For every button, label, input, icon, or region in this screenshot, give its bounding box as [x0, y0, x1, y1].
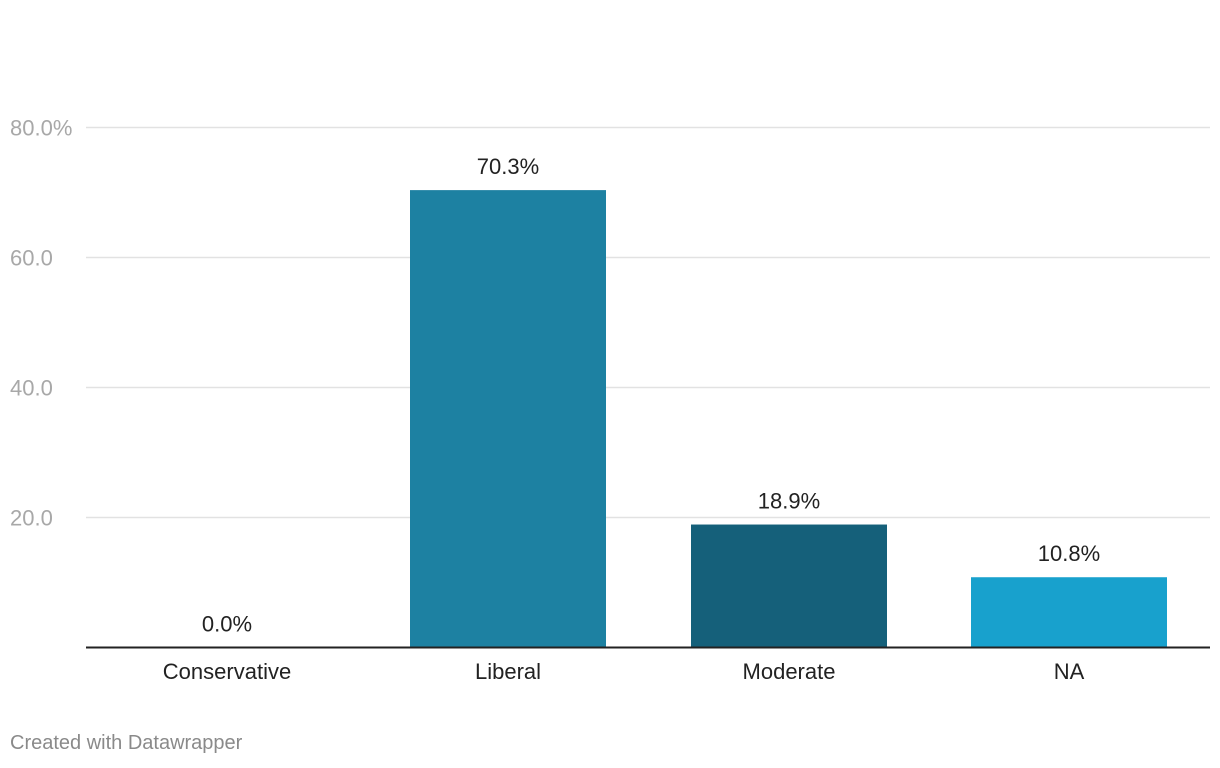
y-tick-label: 60.0: [10, 246, 53, 271]
value-labels: 0.0% 70.3% 18.9% 10.8%: [202, 154, 1100, 636]
bar-value-label: 10.8%: [1038, 541, 1100, 566]
y-tick-label: 40.0: [10, 376, 53, 401]
bar-value-label: 0.0%: [202, 612, 252, 637]
x-axis-category-labels: Conservative Liberal Moderate NA: [163, 659, 1085, 684]
bar: [971, 577, 1167, 648]
bars: [410, 190, 1167, 648]
footer-credit: Created with Datawrapper: [10, 732, 243, 754]
x-tick-label: Liberal: [475, 659, 541, 684]
y-tick-label: 20.0: [10, 506, 53, 531]
x-tick-label: NA: [1054, 659, 1085, 684]
bar: [410, 190, 606, 648]
bar-value-label: 70.3%: [477, 154, 539, 179]
bar-value-label: 18.9%: [758, 489, 820, 514]
y-tick-label: 80.0%: [10, 116, 72, 141]
bar: [691, 524, 887, 648]
y-axis-tick-labels: 20.0 40.0 60.0 80.0%: [10, 116, 72, 531]
gridlines: [86, 126, 1210, 519]
x-tick-label: Moderate: [743, 659, 836, 684]
x-tick-label: Conservative: [163, 659, 291, 684]
